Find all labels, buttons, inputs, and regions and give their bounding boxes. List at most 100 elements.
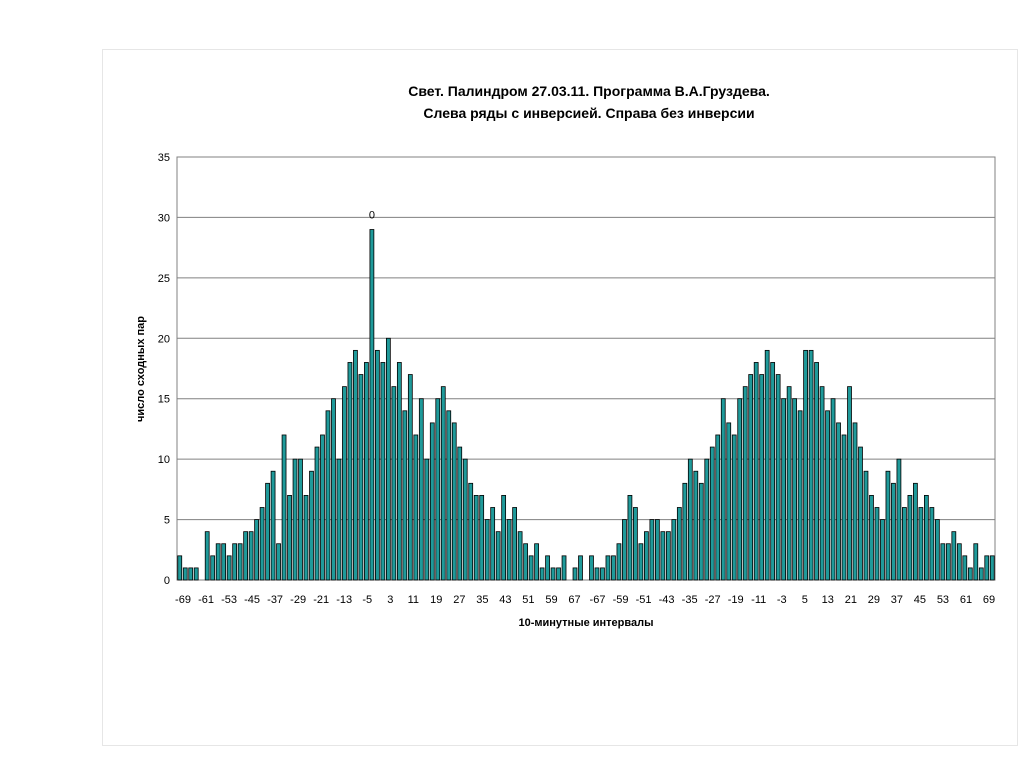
y-tick-label: 30 [158, 212, 170, 224]
bar [611, 555, 616, 581]
bar [506, 519, 512, 581]
bar [276, 543, 281, 581]
bar [896, 458, 902, 581]
bar [413, 434, 419, 581]
bar [676, 507, 682, 581]
bar [748, 374, 754, 581]
x-tick-label: 43 [499, 594, 511, 606]
x-tick-label: -61 [198, 594, 214, 606]
x-tick-labels: -69 -61 -53 -45 -37 -29 -21 -13 -5 3 11 19 27 35 43 51 5… [175, 594, 995, 606]
y-tick-labels: 0 5 10 15 20 25 30 35 [158, 152, 170, 587]
bar [978, 567, 984, 581]
y-tick-label: 35 [158, 152, 170, 164]
bar [841, 434, 847, 581]
y-tick-label: 20 [158, 333, 170, 345]
x-tick-label: 67 [568, 594, 580, 606]
chart-title-line2: Слева ряды с инверсией. Справа без инвер… [423, 105, 754, 121]
bar [523, 543, 528, 581]
bar [742, 386, 748, 581]
bar [885, 470, 891, 581]
bar [775, 374, 781, 581]
bar [215, 543, 221, 581]
x-tick-label: -3 [777, 594, 787, 606]
bar [468, 482, 474, 581]
bar [858, 446, 863, 581]
x-tick-label: -21 [313, 594, 329, 606]
bar [973, 543, 979, 581]
bar [391, 386, 397, 581]
bar [292, 458, 298, 581]
bar [385, 337, 391, 581]
bar [638, 543, 644, 581]
bar [342, 386, 347, 581]
bar [929, 507, 935, 581]
bar [605, 555, 611, 581]
y-tick-label: 15 [158, 394, 170, 406]
bar [243, 531, 248, 581]
bar [528, 555, 534, 581]
bar [259, 507, 265, 581]
bar [847, 386, 852, 581]
x-tick-label: 21 [845, 594, 857, 606]
bar [654, 519, 660, 581]
x-tick-label: -19 [728, 594, 744, 606]
bar [786, 386, 792, 581]
y-tick-label: 0 [164, 575, 170, 587]
bar [539, 567, 545, 581]
bar [825, 410, 830, 581]
bar [479, 494, 485, 581]
bar [364, 362, 369, 581]
bar [803, 349, 808, 581]
bar [424, 458, 430, 581]
bar [210, 555, 216, 581]
x-tick-label: -59 [613, 594, 629, 606]
bar [550, 567, 556, 581]
bar [545, 555, 550, 581]
bar [418, 398, 424, 581]
bar [594, 567, 600, 581]
bar [880, 519, 885, 581]
bar [814, 362, 819, 581]
bars [177, 229, 995, 581]
bar [589, 555, 594, 581]
x-tick-label: -13 [336, 594, 352, 606]
bar [353, 349, 358, 581]
bar [380, 362, 386, 581]
bar [265, 482, 270, 581]
x-tick-label: -53 [221, 594, 237, 606]
y-tick-label: 25 [158, 273, 170, 285]
bar [781, 398, 787, 581]
bar [298, 458, 303, 581]
y-axis-label: число сходных пар [135, 316, 147, 422]
bar [797, 410, 803, 581]
bar [902, 507, 907, 581]
x-tick-label: 5 [802, 594, 808, 606]
bar [182, 567, 188, 581]
bar [945, 543, 951, 581]
bar [863, 470, 869, 581]
x-tick-label: 27 [453, 594, 465, 606]
bar [644, 531, 649, 581]
bar [715, 434, 721, 581]
bar [457, 446, 463, 581]
bar [517, 531, 523, 581]
bar [221, 543, 227, 581]
bar [693, 470, 699, 581]
bar [435, 398, 441, 581]
bar [792, 398, 797, 581]
bar [440, 386, 446, 581]
bar [836, 422, 841, 581]
bar [561, 555, 567, 581]
bar [830, 398, 836, 581]
chart-title-line1: Свет. Палиндром 27.03.11. Программа В.А.… [408, 83, 770, 99]
bar [726, 422, 732, 581]
x-tick-label: -51 [636, 594, 652, 606]
x-axis-label: 10-минутные интервалы [518, 617, 653, 629]
bar [967, 567, 973, 581]
x-tick-label: -11 [751, 594, 766, 606]
x-tick-label: -5 [362, 594, 372, 606]
bar [325, 410, 331, 581]
bar [204, 531, 210, 581]
bar [600, 567, 605, 581]
